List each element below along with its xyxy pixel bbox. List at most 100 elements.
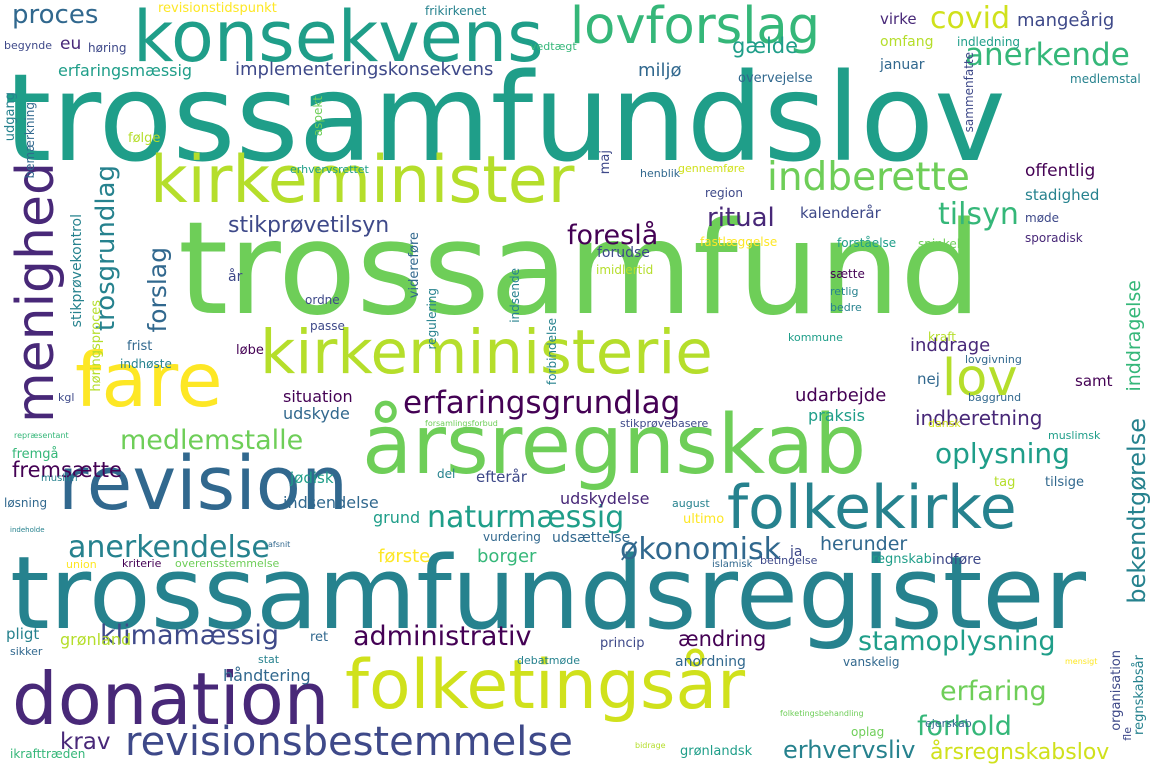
word: erhvervsrettet xyxy=(290,163,369,176)
word: indhøste xyxy=(120,357,172,371)
word: erfaringsmæssig xyxy=(58,61,193,80)
word: årsregnskabslov xyxy=(930,740,1110,765)
word: klimamæssig xyxy=(100,620,280,651)
word: efterår xyxy=(476,468,527,486)
word: fremsætte xyxy=(12,458,122,482)
word: begynde xyxy=(4,39,52,52)
word: tilsige xyxy=(1045,475,1084,490)
word: erfaringsgrundlag xyxy=(403,385,681,421)
word: erhvervsliv xyxy=(783,736,916,764)
word: løsning xyxy=(4,496,48,510)
word: gælde xyxy=(732,34,799,58)
word: spinkel xyxy=(918,237,961,251)
word: udgang xyxy=(3,92,18,142)
word: økonomisk xyxy=(620,532,781,567)
word: muslimsk xyxy=(1048,429,1101,442)
word: januar xyxy=(880,57,925,73)
word: bekendtgørelse xyxy=(1123,418,1151,604)
word: revisionstidspunkt xyxy=(158,1,277,16)
word: herunder xyxy=(820,533,908,555)
word: baggrund xyxy=(968,391,1022,404)
word: indledning xyxy=(957,35,1021,49)
word: muslim xyxy=(41,473,78,484)
word: pligt xyxy=(6,625,40,643)
word: trossamfundslov xyxy=(4,48,1006,189)
word: overensstemmelse xyxy=(175,557,280,570)
word: union xyxy=(66,558,97,571)
word: fare xyxy=(75,336,223,424)
word: vanskelig xyxy=(843,655,900,669)
word: udskyde xyxy=(283,404,350,423)
word: passe xyxy=(310,319,345,333)
word: udsættelse xyxy=(552,530,631,546)
word: regnskab xyxy=(872,552,932,567)
word: stikprøvekontrol xyxy=(69,214,85,328)
word: forbindelse xyxy=(545,318,559,386)
word: imidlertid xyxy=(596,263,654,277)
word: revision xyxy=(58,441,348,527)
word: konsekvens xyxy=(133,0,544,78)
word: ultimo xyxy=(683,512,725,527)
word: stikprøvebasere xyxy=(620,417,709,430)
word: organisation xyxy=(1109,650,1124,731)
word: fle xyxy=(1121,727,1134,741)
word: anordning xyxy=(675,654,746,670)
word: del xyxy=(437,467,456,481)
word: administrativ xyxy=(353,621,532,652)
word: høring xyxy=(88,41,127,55)
word: sporadisk xyxy=(1025,231,1083,245)
word: møde xyxy=(1025,211,1060,225)
word: praksis xyxy=(808,406,865,425)
word: forståelse xyxy=(837,236,897,250)
word: bedre xyxy=(830,301,862,314)
word: nej xyxy=(917,370,940,388)
word: foreslå xyxy=(567,220,659,251)
word: henblik xyxy=(640,167,681,180)
word: sammenfatte xyxy=(962,52,976,133)
word: forhold xyxy=(917,711,1012,742)
word: regnskabsår xyxy=(1132,655,1147,735)
word: kgl xyxy=(58,391,75,404)
word: mensigt xyxy=(1065,657,1098,666)
word: omfang xyxy=(880,34,934,50)
word: lov xyxy=(942,349,1018,408)
word: tag xyxy=(994,475,1016,490)
word: første xyxy=(378,546,431,567)
word: folkekirke xyxy=(727,473,1017,543)
word: forslag xyxy=(143,247,172,333)
word: eu xyxy=(60,34,82,54)
word: lovgivning xyxy=(965,353,1022,366)
word: løbe xyxy=(236,343,264,358)
word: høringsproces xyxy=(89,300,104,392)
word: ordne xyxy=(305,293,340,307)
word: donation xyxy=(12,657,330,741)
word: bemærkning xyxy=(23,102,37,179)
word: stadighed xyxy=(1025,186,1100,204)
word: inddragelse xyxy=(1123,280,1145,392)
word: fremgå xyxy=(12,447,59,462)
word: situation xyxy=(283,387,353,406)
word: trossamfundsregister xyxy=(10,534,1087,652)
word: offentlig xyxy=(1025,161,1096,181)
word: naturmæssig xyxy=(427,500,625,535)
word: oplysning xyxy=(935,437,1070,470)
word: ikrafttræden xyxy=(10,747,86,761)
word: islamisk xyxy=(712,559,753,570)
word: repræsentant xyxy=(14,431,69,440)
word: folketingsbehandling xyxy=(780,709,864,718)
word: indeholde xyxy=(10,526,45,534)
word: overvejelse xyxy=(738,71,813,86)
word: maj xyxy=(598,150,613,175)
word: fastlæggelse xyxy=(700,235,778,249)
word: dansk xyxy=(928,417,961,430)
word: lovforslag xyxy=(570,0,821,56)
word: proces xyxy=(12,0,99,30)
word: stat xyxy=(258,653,280,666)
word: gennemføre xyxy=(678,162,745,175)
word: sikker xyxy=(10,645,43,658)
word: erfaring xyxy=(940,676,1047,707)
word: udarbejde xyxy=(795,385,887,406)
word: virke xyxy=(880,10,917,28)
word: menighed xyxy=(6,162,66,424)
